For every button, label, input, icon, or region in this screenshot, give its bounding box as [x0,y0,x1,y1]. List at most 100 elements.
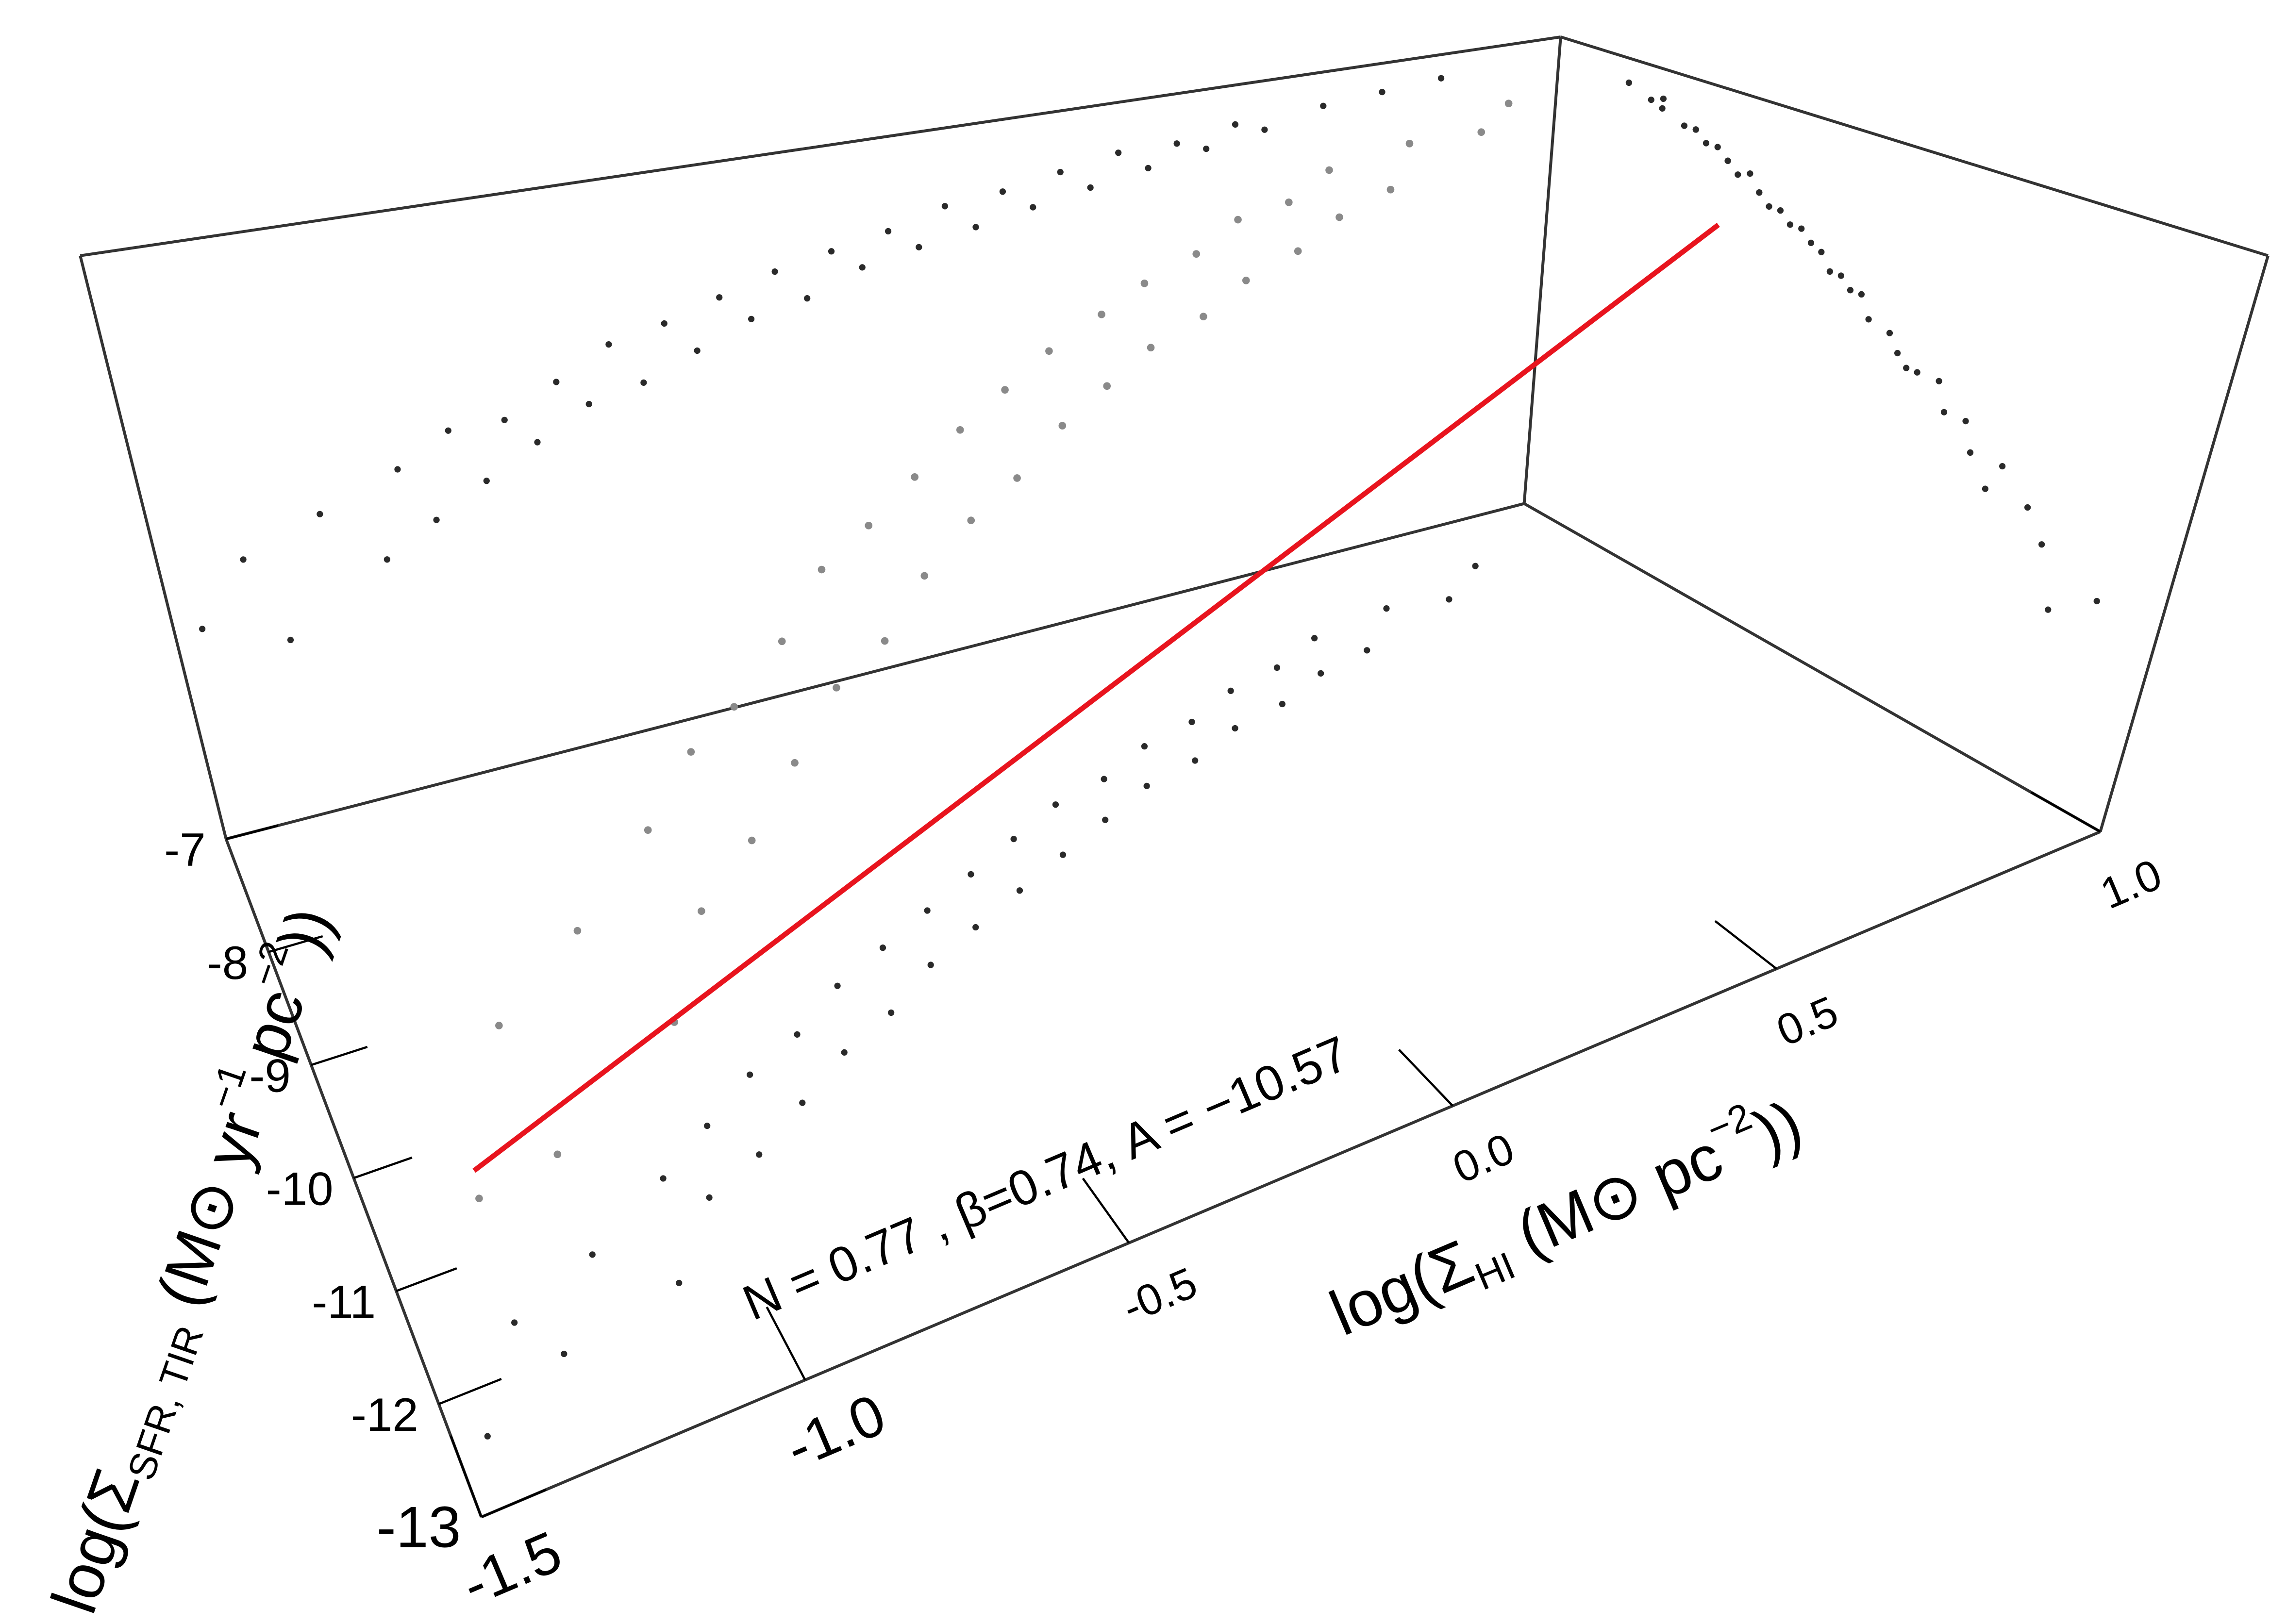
projection-point [1472,563,1479,569]
projection-point [605,341,612,348]
projection-point [589,1251,596,1258]
point [865,522,873,530]
projection-point [501,416,508,423]
projection-point [716,294,723,301]
projection-point [240,556,247,563]
x-tick [2030,791,2101,833]
projection-point [1660,95,1667,102]
projection-point [1756,189,1763,196]
point [967,516,975,525]
projection-point [1894,349,1901,357]
box-edge [1522,36,1562,504]
point [730,703,738,711]
projection-point [1141,743,1148,750]
projection-point [916,244,922,250]
point [1013,474,1021,482]
point [687,748,695,756]
projection-point [384,556,390,563]
projection-point [1681,122,1688,129]
y-tick-label: -11 [312,1276,376,1328]
projection-point [1747,170,1753,177]
projection-point [484,1433,491,1440]
projection-point [1914,369,1920,376]
projection-point [2093,597,2100,605]
box-edge [1560,35,2269,257]
projection-point [1826,268,1833,275]
projection-point [1115,149,1122,156]
projection-point [1936,378,1942,384]
point [698,907,705,915]
projection-point [1967,449,1974,456]
projection-point [1766,203,1772,210]
projection-point [1311,635,1318,642]
box-edge [1523,502,2101,833]
projection-point [1232,725,1238,732]
box-edge [481,830,2101,1519]
projection-point [640,379,647,386]
projection-point [199,626,206,632]
y-tick [481,1489,547,1518]
y-tick-label: -10 [266,1163,334,1215]
projection-point [1865,316,1872,323]
point [1045,347,1053,355]
projection-point [859,264,866,271]
projection-point [661,320,668,327]
projection-point [1786,221,1794,228]
x-tick-label: 0.0 [1446,1124,1521,1193]
projection-point [834,982,841,989]
point [1147,344,1155,352]
point [881,637,889,645]
projection-point [706,1194,713,1201]
projection-point [804,295,811,302]
projection-point [927,961,934,968]
point [833,684,840,692]
projection-point [924,907,931,914]
projection-point [941,203,948,210]
projection-point [433,516,440,523]
projection-point [1057,168,1064,176]
projection-point [1703,140,1710,147]
projection-point [1279,700,1285,708]
projection-point [694,347,701,354]
point [1058,422,1067,430]
projection-point [1847,287,1854,294]
projection-point [1173,140,1180,147]
x-tick-label: -1.0 [776,1382,894,1481]
projection-point [1016,887,1023,894]
projection-point [1203,145,1210,152]
y-tick-label: -12 [351,1389,418,1441]
x-tick-label: -0.5 [1116,1258,1204,1333]
projection-point [747,1071,753,1078]
point [1192,250,1201,258]
projection-point [1903,365,1910,371]
point [1294,247,1302,255]
projection-point [483,478,490,484]
x-tick [450,1435,483,1518]
projection-point [2038,541,2045,548]
projection-point [885,228,892,235]
x-axis-label-part: )) [1745,1087,1812,1170]
projection-point [1798,225,1805,232]
projection-point [1087,184,1094,191]
projection-point [968,871,974,878]
projection-point [1886,330,1893,336]
projection-point [561,1350,568,1358]
x-axis-label: log(ΣHI (M⊙ pc−2)) [1317,1077,1815,1356]
projection-point [1145,165,1152,171]
point [956,426,964,434]
point [1335,213,1343,221]
point [1242,276,1250,284]
projection-point [1052,801,1059,808]
y-tick-label: -13 [377,1494,461,1559]
x-tick [1082,1177,1130,1244]
point [791,759,799,767]
y-tick [268,935,323,953]
x-axis-label-part: (M⊙ pc [1490,1120,1732,1277]
projection-point [1735,171,1741,178]
point [1200,313,1207,321]
projection-point [1982,485,1988,492]
point [818,565,826,574]
projection-point [317,511,323,517]
point [1504,99,1513,107]
